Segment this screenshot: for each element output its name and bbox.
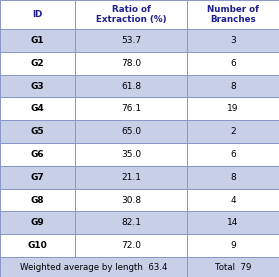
Bar [0,189,75,211]
Text: G9: G9 [31,218,45,227]
Text: 3: 3 [230,36,236,45]
Bar [75,29,187,52]
Text: 6: 6 [230,59,236,68]
Text: 76.1: 76.1 [121,104,141,113]
Text: 19: 19 [227,104,239,113]
Bar [187,120,279,143]
Bar [0,75,75,98]
Bar [187,98,279,120]
Bar [75,120,187,143]
Text: 2: 2 [230,127,236,136]
Text: G5: G5 [31,127,44,136]
Bar [75,234,187,257]
Bar [0,166,75,189]
Bar [0,257,187,277]
Bar [187,234,279,257]
Text: 9: 9 [230,241,236,250]
Bar [75,189,187,211]
Text: ID: ID [32,10,43,19]
Text: 65.0: 65.0 [121,127,141,136]
Text: G3: G3 [31,82,44,91]
Bar [0,52,75,75]
Text: 35.0: 35.0 [121,150,141,159]
Bar [0,211,75,234]
Bar [0,234,75,257]
Bar [75,75,187,98]
Bar [187,75,279,98]
Bar [75,211,187,234]
Text: 78.0: 78.0 [121,59,141,68]
Text: 61.8: 61.8 [121,82,141,91]
Bar [0,120,75,143]
Text: 53.7: 53.7 [121,36,141,45]
Text: G6: G6 [31,150,44,159]
Text: Ratio of
Extraction (%): Ratio of Extraction (%) [96,5,167,24]
Text: 72.0: 72.0 [121,241,141,250]
Bar [187,189,279,211]
Bar [187,143,279,166]
Text: Number of
Branches: Number of Branches [207,5,259,24]
Text: 4: 4 [230,196,236,204]
Text: G1: G1 [31,36,44,45]
Text: Weighted average by length  63.4: Weighted average by length 63.4 [20,263,167,271]
Bar [187,0,279,29]
Text: G2: G2 [31,59,44,68]
Text: 30.8: 30.8 [121,196,141,204]
Text: 8: 8 [230,173,236,182]
Bar [187,29,279,52]
Text: G7: G7 [31,173,45,182]
Text: 8: 8 [230,82,236,91]
Text: 14: 14 [227,218,239,227]
Text: 6: 6 [230,150,236,159]
Bar [75,143,187,166]
Bar [187,52,279,75]
Bar [187,166,279,189]
Bar [187,211,279,234]
Bar [0,0,75,29]
Bar [75,98,187,120]
Text: G10: G10 [28,241,47,250]
Bar [75,0,187,29]
Bar [75,52,187,75]
Text: G4: G4 [31,104,45,113]
Text: G8: G8 [31,196,44,204]
Bar [0,143,75,166]
Bar [75,166,187,189]
Text: 21.1: 21.1 [121,173,141,182]
Bar [0,29,75,52]
Bar [187,257,279,277]
Text: 82.1: 82.1 [121,218,141,227]
Text: Total  79: Total 79 [215,263,251,271]
Bar [0,98,75,120]
